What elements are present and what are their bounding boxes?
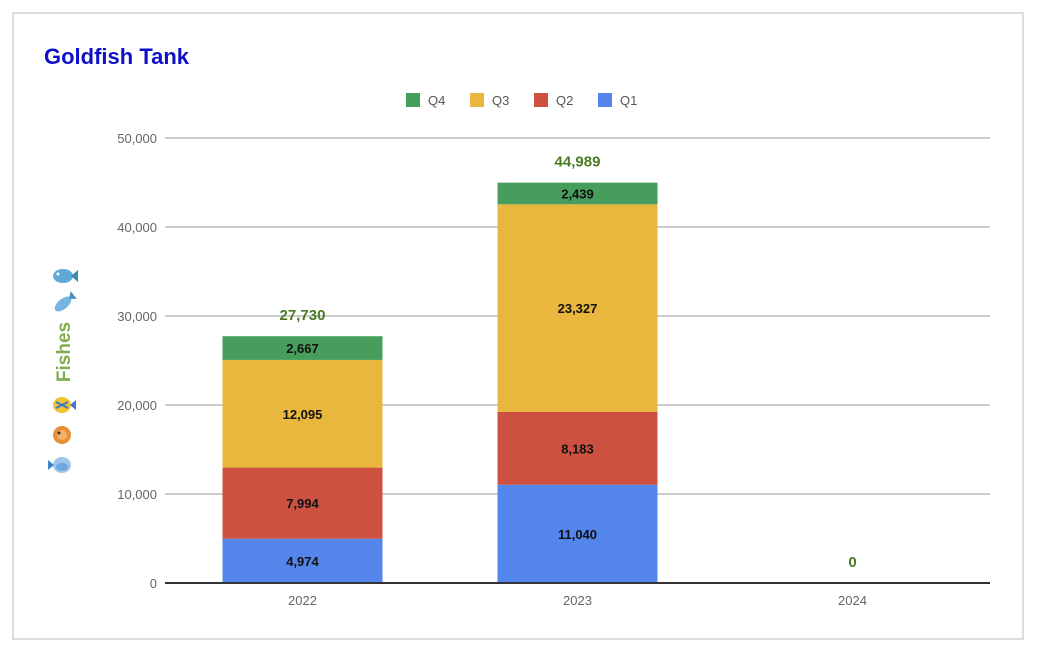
- fish-icon: [53, 269, 78, 283]
- bar-segment-q4: [222, 336, 383, 360]
- chart-title: Goldfish Tank: [44, 44, 190, 69]
- total-label: 0: [848, 554, 856, 571]
- legend-swatch-q2: [534, 93, 548, 107]
- bars: 4,974 7,994 12,095 2,667 27,730 11,040 8,183 23…: [222, 154, 857, 583]
- legend-swatch-q4: [406, 93, 420, 107]
- y-axis-label-group: Fishes: [48, 269, 78, 473]
- legend-label-q3: Q3: [492, 93, 509, 108]
- axes: 0 10,000 20,000 30,000 40,000 50,000 2022 2023 2…: [117, 131, 990, 608]
- x-tick-label: 2023: [563, 593, 592, 608]
- data-label: 4,974: [286, 554, 319, 569]
- legend-swatch-q1: [598, 93, 612, 107]
- bar-segment-q3: [497, 204, 658, 412]
- bar-segment-q2: [222, 467, 383, 539]
- total-label: 44,989: [555, 154, 601, 171]
- fish-icon: [54, 291, 77, 312]
- legend-swatch-q3: [470, 93, 484, 107]
- y-tick-label: 0: [150, 576, 157, 591]
- y-tick-label: 30,000: [117, 309, 157, 324]
- fish-icon: [53, 426, 71, 444]
- data-label: 2,439: [561, 186, 594, 201]
- total-label: 27,730: [280, 307, 326, 324]
- fish-icon: [53, 397, 76, 413]
- x-tick-label: 2022: [288, 593, 317, 608]
- fish-icon: [48, 457, 71, 473]
- data-label: 11,040: [558, 527, 597, 542]
- legend-label-q4: Q4: [428, 93, 445, 108]
- bar-segment-q4: [497, 182, 658, 205]
- data-label: 12,095: [283, 407, 323, 422]
- data-label: 8,183: [561, 441, 594, 456]
- x-tick-label: 2024: [838, 593, 867, 608]
- y-tick-label: 20,000: [117, 398, 157, 413]
- bar-segment-q1: [222, 538, 383, 583]
- bar-segment-q2: [497, 411, 658, 485]
- bar-segment-q3: [222, 359, 383, 468]
- bar-segment-q1: [497, 484, 658, 583]
- y-tick-label: 10,000: [117, 487, 157, 502]
- data-label: 2,667: [286, 341, 319, 356]
- legend-label-q1: Q1: [620, 93, 637, 108]
- legend: Q4 Q3 Q2 Q1: [406, 93, 637, 108]
- legend-label-q2: Q2: [556, 93, 573, 108]
- y-axis-label: Fishes: [54, 322, 75, 382]
- y-tick-label: 40,000: [117, 220, 157, 235]
- y-tick-label: 50,000: [117, 131, 157, 146]
- data-label: 23,327: [558, 301, 598, 316]
- data-label: 7,994: [286, 496, 319, 511]
